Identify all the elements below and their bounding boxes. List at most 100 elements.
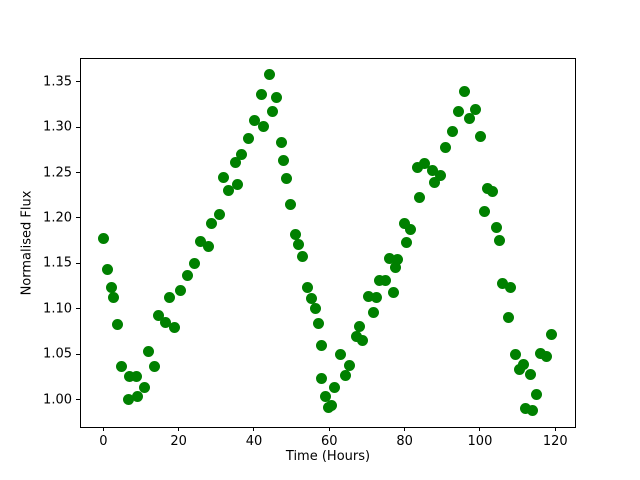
data-point xyxy=(350,330,362,342)
data-point xyxy=(368,306,380,318)
data-point xyxy=(503,312,515,324)
data-point xyxy=(267,106,279,118)
data-point xyxy=(535,347,547,359)
x-tick-label: 20 xyxy=(170,434,187,450)
y-tick-label: 1.05 xyxy=(43,346,72,362)
data-point xyxy=(281,173,293,185)
data-point xyxy=(301,281,313,293)
data-point xyxy=(439,141,451,153)
data-point xyxy=(531,388,543,400)
data-point xyxy=(315,339,327,351)
data-point xyxy=(519,403,531,415)
data-point xyxy=(106,281,118,293)
data-point xyxy=(497,277,509,289)
data-point xyxy=(122,394,134,406)
data-point xyxy=(256,88,268,100)
data-point xyxy=(296,250,308,262)
y-tick-label: 1.00 xyxy=(43,392,72,408)
data-point xyxy=(174,285,186,297)
data-point xyxy=(123,370,135,382)
data-point xyxy=(316,373,328,385)
y-tick-label: 1.35 xyxy=(43,74,72,90)
data-point xyxy=(389,262,401,274)
y-axis-tick xyxy=(76,308,80,310)
data-point xyxy=(116,360,128,372)
data-point xyxy=(217,172,229,184)
x-tick-label: 40 xyxy=(245,434,263,450)
data-point xyxy=(334,348,346,360)
data-point xyxy=(339,369,351,381)
data-point xyxy=(434,169,446,181)
data-point xyxy=(189,257,201,269)
data-point xyxy=(242,132,254,144)
data-point xyxy=(370,291,382,303)
x-axis-tick xyxy=(102,427,104,432)
data-point xyxy=(329,382,341,394)
data-point xyxy=(319,390,331,402)
data-point xyxy=(504,281,516,293)
data-point xyxy=(383,253,395,265)
data-point xyxy=(398,217,410,229)
x-tick-label: 60 xyxy=(321,434,338,450)
data-point xyxy=(509,348,521,360)
data-point xyxy=(263,68,275,80)
data-point xyxy=(112,318,124,330)
data-point xyxy=(373,275,385,287)
data-point xyxy=(312,317,324,329)
data-point xyxy=(102,264,114,276)
data-point xyxy=(392,254,404,266)
data-point xyxy=(446,126,458,138)
data-point xyxy=(400,236,412,248)
y-axis-tick xyxy=(76,126,80,128)
data-point xyxy=(152,309,164,321)
y-tick-label: 1.25 xyxy=(43,165,72,181)
data-point xyxy=(289,228,301,240)
data-point xyxy=(469,104,481,116)
data-point xyxy=(271,91,283,103)
data-point xyxy=(518,358,530,370)
data-point xyxy=(404,224,416,236)
data-point xyxy=(524,368,536,380)
data-point xyxy=(213,208,225,220)
data-point xyxy=(97,233,109,245)
data-point xyxy=(222,185,234,197)
data-point xyxy=(169,322,181,334)
data-point xyxy=(138,382,150,394)
y-axis-tick xyxy=(76,172,80,174)
data-point xyxy=(353,321,365,333)
data-point xyxy=(148,361,160,373)
data-point xyxy=(206,217,218,229)
data-point xyxy=(429,177,441,189)
data-point xyxy=(413,192,425,204)
x-tick-label: 120 xyxy=(542,434,568,450)
data-point xyxy=(527,405,539,417)
data-point xyxy=(160,316,172,328)
x-axis-tick xyxy=(328,427,330,432)
y-tick-label: 1.20 xyxy=(43,210,72,226)
data-point xyxy=(541,351,553,363)
data-point xyxy=(379,275,391,287)
x-axis-label: Time (Hours) xyxy=(285,449,371,464)
data-point xyxy=(513,364,525,376)
y-tick-label: 1.15 xyxy=(43,255,72,271)
x-axis-tick xyxy=(404,427,406,432)
data-point xyxy=(163,291,175,303)
data-point xyxy=(236,148,248,160)
data-point xyxy=(249,115,261,127)
data-point xyxy=(478,206,490,218)
data-point xyxy=(108,291,120,303)
y-axis-tick xyxy=(76,353,80,355)
data-point xyxy=(309,303,321,315)
data-point xyxy=(357,335,369,347)
data-point xyxy=(285,198,297,210)
data-point xyxy=(426,165,438,177)
x-axis-tick xyxy=(253,427,255,432)
data-point xyxy=(464,112,476,124)
y-tick-label: 1.10 xyxy=(43,301,72,317)
data-point xyxy=(181,269,193,281)
x-axis-tick xyxy=(178,427,180,432)
data-point xyxy=(474,130,486,142)
data-point xyxy=(326,399,338,411)
data-point xyxy=(258,120,270,132)
